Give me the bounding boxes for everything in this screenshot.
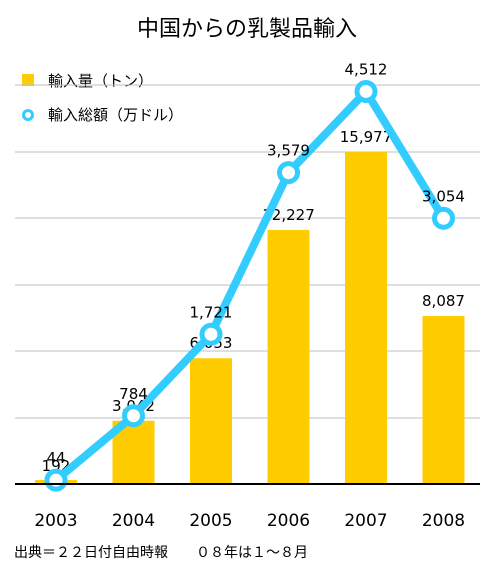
bar-data-label: 15,977 [340, 128, 393, 146]
line-point [277, 161, 300, 185]
line-data-label: 784 [119, 385, 148, 403]
gridlines [15, 84, 480, 419]
bar-volume [345, 151, 387, 485]
bar-volume [267, 229, 310, 484]
x-tick-label: 2006 [267, 511, 310, 531]
legend-marker-value [22, 109, 34, 121]
line-series: 44 784 1,721 3,579 4,512 3,054 [44, 60, 465, 492]
bar-data-label: 12,227 [262, 206, 315, 224]
line-point [122, 404, 145, 428]
x-tick-label: 2008 [422, 511, 465, 531]
legend-swatch-volume [22, 74, 34, 86]
line-data-label: 3,054 [422, 187, 465, 205]
line-data-label: 4,512 [345, 60, 388, 78]
bar-volume [422, 315, 465, 484]
line-data-label: 3,579 [267, 142, 310, 160]
x-tick-label: 2003 [34, 511, 77, 531]
line-point [432, 206, 455, 230]
legend-label-volume: 輸入量（トン） [48, 72, 153, 90]
x-tick-label: 2005 [189, 511, 232, 531]
legend-label-value: 輸入総額（万ドル） [48, 106, 183, 124]
chart-title: 中国からの乳製品輸入 [137, 17, 357, 42]
x-tick-label: 2007 [344, 511, 387, 531]
line-data-label: 44 [46, 449, 65, 467]
bar-volume [190, 358, 232, 484]
line-point [354, 79, 378, 103]
line-data-label: 1,721 [190, 303, 233, 321]
line-value [52, 87, 448, 485]
legend: 輸入量（トン） 輸入総額（万ドル） [22, 72, 183, 124]
line-point [199, 322, 223, 346]
x-axis-ticks: 2003 2004 2005 2006 2007 2008 [34, 511, 465, 531]
x-tick-label: 2004 [112, 511, 155, 531]
bar-data-label: 8,087 [422, 292, 465, 310]
source-note: 出典＝２２日付自由時報 ０８年は１～８月 [14, 545, 308, 561]
line-point [44, 468, 68, 492]
